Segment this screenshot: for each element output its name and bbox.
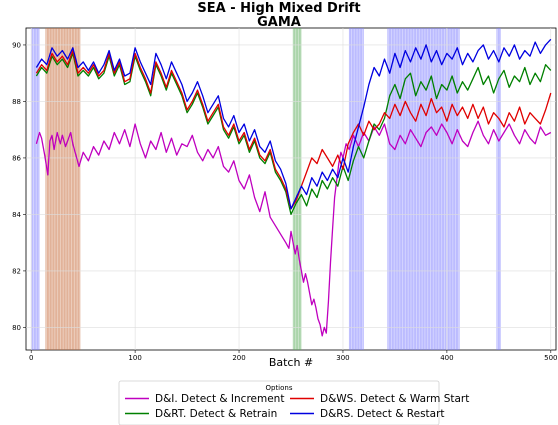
legend-label-0: D&I. Detect & Increment xyxy=(155,393,284,405)
legend-label-1: D&RT. Detect & Retrain xyxy=(155,408,277,420)
drift-region-0 xyxy=(31,28,40,350)
y-tick-label: 90 xyxy=(12,41,21,49)
drift-region-2 xyxy=(293,28,302,350)
x-tick-label: 400 xyxy=(440,354,453,362)
y-tick-label: 88 xyxy=(12,98,21,106)
y-tick-label: 86 xyxy=(12,154,21,162)
x-tick-label: 0 xyxy=(29,354,33,362)
series-line-3 xyxy=(35,38,552,210)
legend-box xyxy=(118,380,440,425)
x-tick-label: 500 xyxy=(544,354,557,362)
plot-area xyxy=(25,27,557,351)
x-tick-label: 100 xyxy=(128,354,141,362)
series-line-0 xyxy=(35,120,552,337)
x-tick-label: 200 xyxy=(232,354,245,362)
y-tick-label: 80 xyxy=(12,324,21,332)
legend-label-3: D&RS. Detect & Restart xyxy=(320,408,445,420)
chart-subtitle: GAMA xyxy=(257,15,301,30)
x-tick-label: 300 xyxy=(336,354,349,362)
drift-regions xyxy=(30,28,501,350)
y-tick-label: 82 xyxy=(12,267,21,275)
chart-title: SEA - High Mixed Drift xyxy=(197,1,360,16)
series-lines xyxy=(35,38,552,337)
legend: Options D&I. Detect & Increment D&WS. Det… xyxy=(118,380,469,425)
x-axis-ticks: 0 100 200 300 400 500 xyxy=(29,350,557,362)
series-line-1 xyxy=(35,52,552,216)
legend-title: Options xyxy=(265,384,292,392)
grid-lines xyxy=(26,28,556,350)
drift-region-5 xyxy=(496,28,501,350)
legend-items: D&I. Detect & Increment D&WS. Detect & Wa… xyxy=(125,393,469,420)
x-axis-label: Batch # xyxy=(269,356,313,369)
y-tick-label: 84 xyxy=(12,211,21,219)
legend-label-2: D&WS. Detect & Warm Start xyxy=(320,393,469,405)
y-axis-ticks: 80 82 84 86 88 90 xyxy=(12,41,26,332)
plot-frame xyxy=(25,27,557,351)
